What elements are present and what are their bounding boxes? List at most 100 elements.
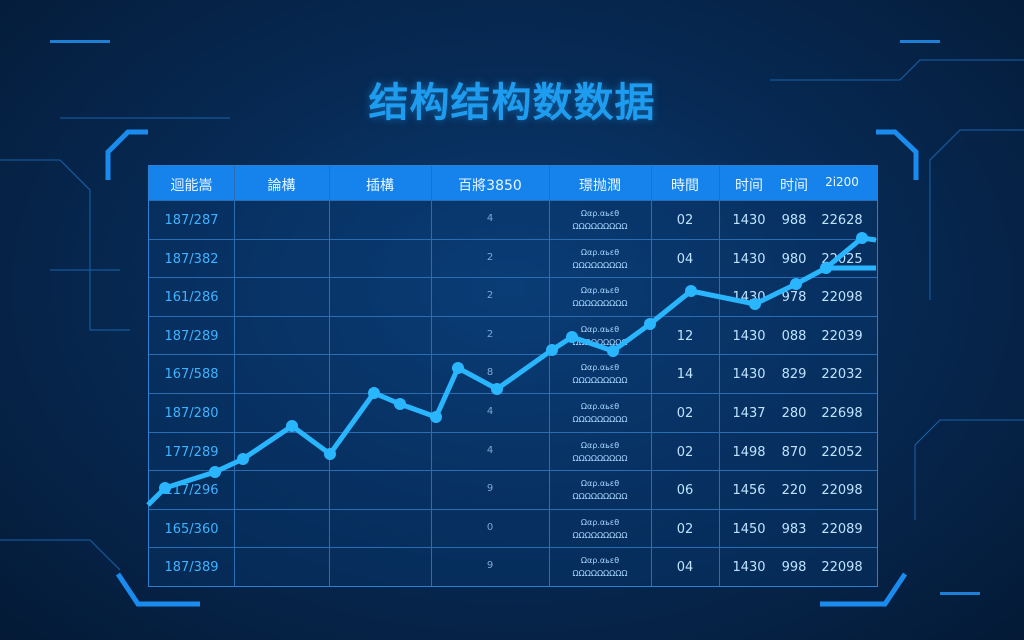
row-count: 9 (486, 483, 494, 495)
trend-point (491, 383, 503, 395)
row-value-a: 04 (676, 251, 694, 267)
header-cell[interactable]: 論構 (267, 178, 296, 194)
row-value-b: 1430 (732, 251, 766, 267)
frame-corner (820, 572, 908, 607)
row-value-d: 22628 (821, 213, 863, 228)
row-note-2: ΩΩΩΩΩΩΩΩΩ (572, 530, 628, 540)
table-row[interactable]: 177/289 4 Ωαρ.αьεθ ΩΩΩΩΩΩΩΩΩ 02 1498 870… (149, 431, 877, 471)
row-value-a: 04 (676, 560, 694, 576)
row-value-c: 088 (781, 328, 807, 344)
column-divider (549, 166, 550, 586)
row-value-b: 1498 (732, 444, 766, 460)
hud-dash (940, 592, 980, 595)
page-title: 结构结构数数据 (368, 80, 656, 126)
frame-corner (876, 129, 919, 180)
row-value-b: 1430 (732, 213, 766, 228)
trend-line (146, 235, 877, 507)
table-row[interactable]: 117/296 9 Ωαρ.αьεθ ΩΩΩΩΩΩΩΩΩ 06 1456 220… (149, 470, 877, 509)
circuit-line (0, 539, 121, 571)
row-note-1: Ωαρ.αьεθ (580, 402, 620, 411)
row-id: 187/289 (164, 328, 219, 344)
row-count: 0 (486, 521, 494, 533)
row-count: 4 (486, 444, 494, 456)
row-count: 4 (486, 213, 494, 224)
row-note-1: Ωαρ.αьεθ (580, 286, 620, 296)
table-row[interactable]: 187/280 4 Ωαρ.αьεθ ΩΩΩΩΩΩΩΩΩ 02 1437 280… (149, 393, 877, 432)
header-cell[interactable]: 时间 (780, 178, 808, 194)
circuit-line (0, 159, 130, 331)
row-note-2: ΩΩΩΩΩΩΩΩΩ (572, 492, 628, 502)
trend-point (820, 262, 832, 274)
row-value-d: 22098 (821, 290, 863, 306)
table-row[interactable]: 187/389 9 Ωαρ.αьεθ ΩΩΩΩΩΩΩΩΩ 04 1430 998… (149, 547, 877, 586)
row-note-2: ΩΩΩΩΩΩΩΩΩ (572, 299, 628, 309)
circuit-line (914, 419, 1024, 520)
trend-point (790, 278, 802, 290)
trend-point (286, 420, 298, 432)
trend-point (452, 362, 464, 374)
row-value-c: 978 (781, 290, 807, 306)
row-id: 187/280 (164, 406, 219, 421)
trend-point (566, 331, 578, 343)
row-note-2: ΩΩΩΩΩΩΩΩΩ (572, 453, 628, 463)
row-value-c: 220 (781, 483, 807, 499)
row-value-a: 12 (676, 328, 694, 344)
table-row[interactable]: 167/588 8 Ωαρ.αьεθ ΩΩΩΩΩΩΩΩΩ 14 1430 829… (149, 354, 877, 393)
row-value-d: 22098 (821, 560, 863, 576)
trend-point (685, 285, 697, 297)
trend-point (749, 298, 761, 310)
header-cell[interactable]: 迴能嵩 (170, 178, 213, 194)
row-note-1: Ωαρ.αьεθ (580, 363, 620, 373)
header-cell[interactable]: 璟抛潤 (579, 178, 621, 194)
hud-dash (900, 40, 940, 43)
row-value-a: 02 (676, 521, 694, 537)
header-cell[interactable]: 2i200 (825, 175, 859, 189)
trend-point (159, 482, 171, 494)
header-cell[interactable]: 插構 (366, 178, 394, 194)
row-value-a: 02 (676, 213, 694, 228)
row-count: 4 (486, 406, 494, 417)
row-note-1: Ωαρ.αьεθ (580, 324, 620, 334)
row-value-b: 1456 (732, 483, 766, 499)
table-row[interactable]: 165/360 0 Ωαρ.αьεθ ΩΩΩΩΩΩΩΩΩ 02 1450 983… (149, 508, 877, 548)
header-cell[interactable]: 时间 (735, 178, 763, 194)
trend-point (209, 466, 221, 478)
trend-point (644, 318, 656, 330)
frame-corner (115, 572, 200, 607)
row-value-d: 22089 (821, 521, 863, 537)
row-value-c: 870 (781, 444, 807, 460)
table-row[interactable]: 187/287 4 Ωαρ.αьεθ ΩΩΩΩΩΩΩΩΩ 02 1430 988… (149, 200, 877, 239)
row-note-1: Ωαρ.αьεθ (580, 440, 620, 450)
row-value-d: 22039 (821, 328, 863, 344)
trend-point (237, 453, 249, 465)
table-row[interactable]: 187/289 2 Ωαρ.αьεθ ΩΩΩΩΩΩΩΩΩ 12 1430 088… (149, 315, 877, 355)
row-value-a: 06 (676, 483, 694, 499)
row-note-1: Ωαρ.αьεθ (580, 247, 620, 257)
row-count: 2 (486, 328, 494, 340)
row-id: 187/287 (164, 213, 219, 228)
row-note-1: Ωαρ.αьεθ (580, 209, 620, 218)
row-note-1: Ωαρ.αьεθ (580, 556, 620, 566)
column-divider (431, 166, 432, 586)
row-id: 187/389 (164, 560, 219, 576)
frame-corner (105, 129, 148, 180)
table-header: 迴能嵩 論構 插構 百將3850 璟抛潤 時間 时间 时间 2i200 (149, 166, 877, 200)
row-note-2: ΩΩΩΩΩΩΩΩΩ (572, 337, 628, 347)
trend-point (856, 232, 868, 244)
trend-point (394, 398, 406, 410)
header-cell[interactable]: 時間 (671, 178, 699, 194)
row-value-d: 22032 (821, 367, 863, 383)
column-divider (329, 166, 330, 586)
trend-point (430, 411, 442, 423)
row-value-a: 14 (676, 367, 694, 383)
row-note-2: ΩΩΩΩΩΩΩΩΩ (572, 222, 628, 231)
row-id: 161/286 (164, 290, 219, 306)
row-value-b: 1437 (732, 406, 766, 421)
row-note-2: ΩΩΩΩΩΩΩΩΩ (572, 569, 628, 579)
header-cell[interactable]: 百將3850 (458, 178, 522, 194)
row-value-c: 280 (781, 406, 807, 421)
row-value-b: 1450 (732, 521, 766, 537)
trend-point (368, 387, 380, 399)
